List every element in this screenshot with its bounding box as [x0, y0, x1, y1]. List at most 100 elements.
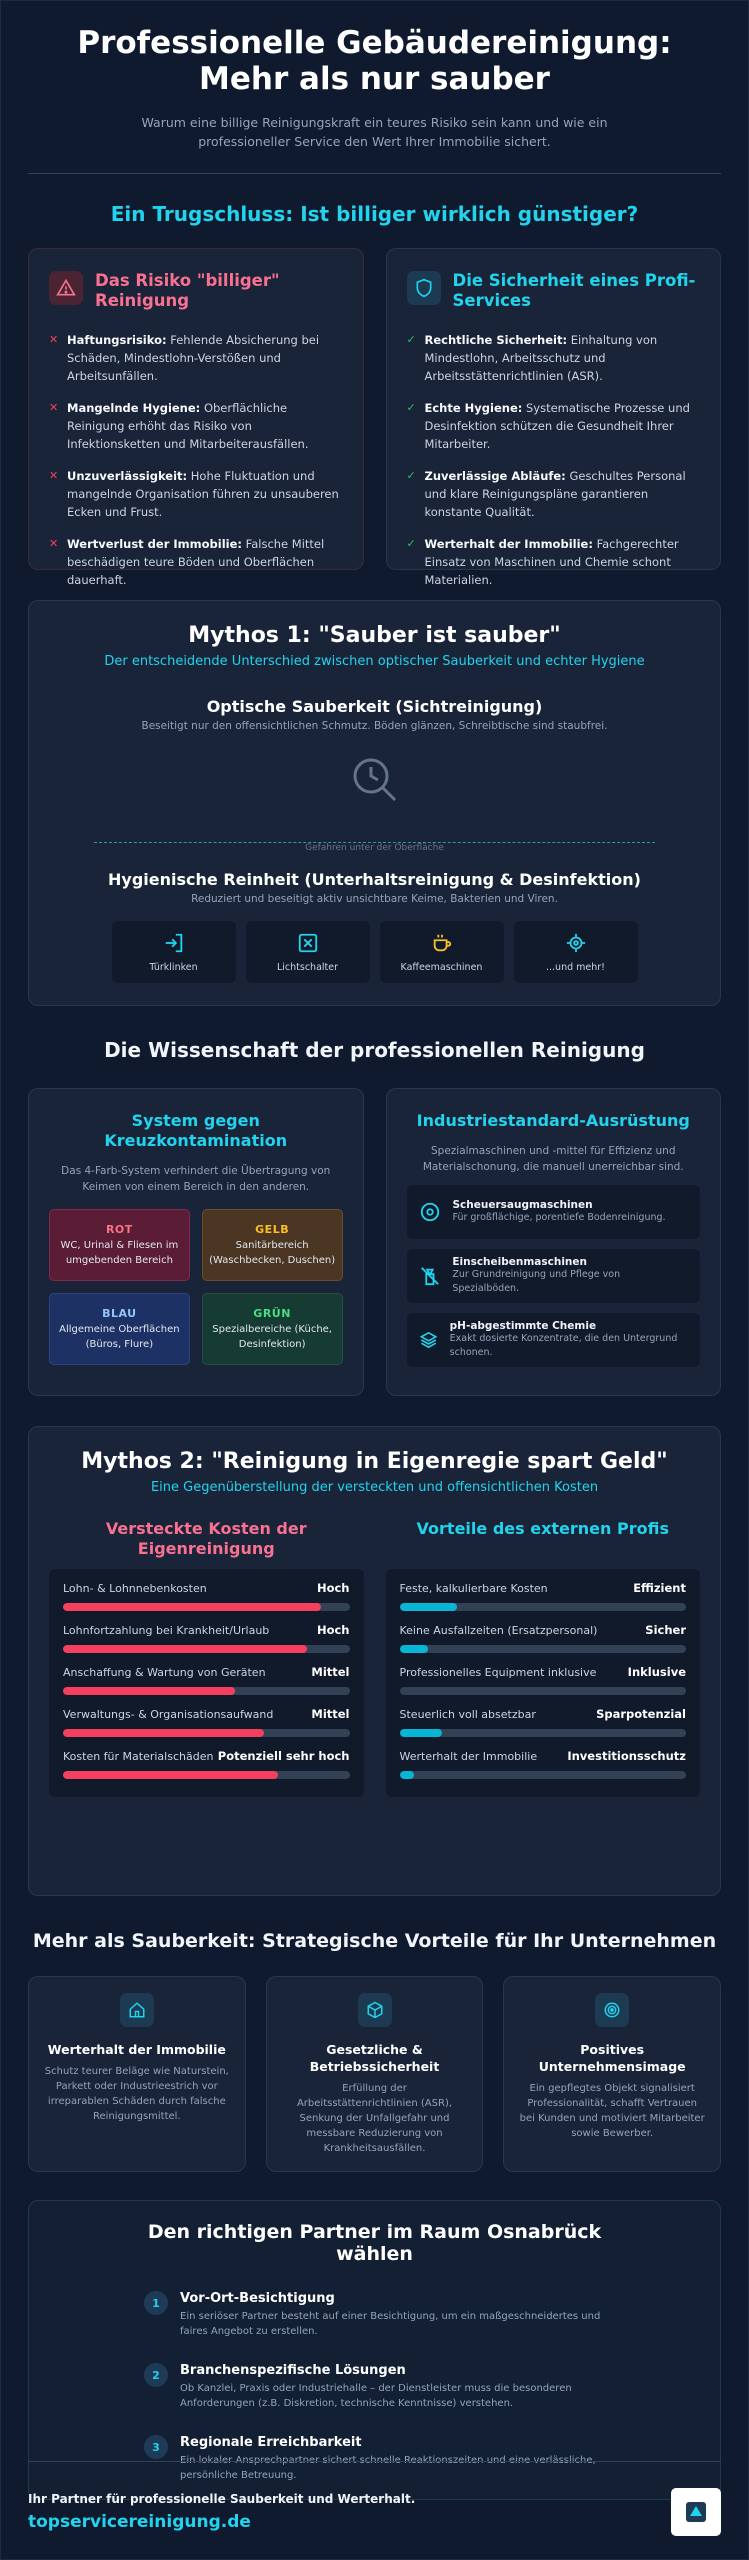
equipment-item: Einscheibenmaschinen Zur Grundreinigung u…	[406, 1249, 700, 1303]
optical-title: Optische Sauberkeit (Sichtreinigung)	[206, 697, 543, 716]
hero: Professionelle Gebäudereinigung: Mehr al…	[28, 1, 721, 151]
external-benefits: Vorteile des externen Profis Feste, kalk…	[385, 1519, 700, 1797]
risk-list: ✕ Haftungsrisiko: Fehlende Absicherung be…	[49, 331, 343, 589]
divider	[28, 173, 721, 174]
tile-more: ...und mehr!	[513, 921, 638, 983]
equipment-item: Scheuersaugmaschinen Für großflächige, po…	[406, 1185, 700, 1239]
bar-label: Anschaffung & Wartung von Geräten	[63, 1666, 266, 1679]
strategic-card: Werterhalt der Immobilie Schutz teurer B…	[28, 1976, 246, 2172]
bar-item: Anschaffung & Wartung von Geräten Mittel	[63, 1665, 350, 1695]
cross-icon: ✕	[49, 333, 59, 346]
footer: Ihr Partner für professionelle Sauberkei…	[28, 2461, 721, 2536]
bar-item: Feste, kalkulierbare Kosten Effizient	[399, 1581, 686, 1611]
spray-icon	[420, 1267, 439, 1286]
list-item: ✕ Haftungsrisiko: Fehlende Absicherung be…	[49, 333, 320, 383]
list-item: ✕ Mangelnde Hygiene: Oberflächliche Reini…	[49, 401, 309, 451]
bar-label: Kosten für Materialschäden	[63, 1750, 214, 1763]
list-item: ✕ Wertverlust der Immobilie: Falsche Mitt…	[49, 537, 325, 587]
step-item: 2 Branchenspezifische Lösungen Ob Kanzlei…	[144, 2363, 605, 2411]
bar-label: Feste, kalkulierbare Kosten	[399, 1582, 548, 1595]
company-logo	[671, 2488, 721, 2536]
check-icon: ✓	[406, 537, 416, 550]
list-item: ✓ Echte Hygiene: Systematische Prozesse u…	[406, 401, 690, 451]
external-benefits-bars: Feste, kalkulierbare Kosten Effizient Kein…	[385, 1569, 700, 1797]
myth2-card: Mythos 2: "Reinigung in Eigenregie spart…	[28, 1426, 721, 1896]
bar-label: Lohnfortzahlung bei Krankheit/Urlaub	[63, 1624, 270, 1637]
bar-value: Mittel	[311, 1707, 350, 1721]
bar-fill	[63, 1771, 278, 1779]
bar-value: Hoch	[316, 1581, 350, 1595]
partner-card: Den richtigen Partner im Raum Osnabrück …	[28, 2200, 721, 2500]
bar-item: Lohnfortzahlung bei Krankheit/Urlaub Hoch	[63, 1623, 350, 1653]
equipment-card: Industriestandard-Ausrüstung Spezialmasc…	[385, 1088, 721, 1396]
myth2-title: Mythos 2: "Reinigung in Eigenregie spart…	[81, 1449, 668, 1474]
external-benefits-title: Vorteile des externen Profis	[416, 1519, 669, 1538]
partner-title: Den richtigen Partner im Raum Osnabrück …	[147, 2221, 602, 2265]
bar-value: Hoch	[316, 1623, 350, 1637]
door-handle-icon	[165, 933, 182, 952]
bar-value: Potenziell sehr hoch	[217, 1749, 350, 1763]
list-item: ✓ Werterhalt der Immobilie: Fachgerechter…	[406, 537, 679, 587]
bar-item: Verwaltungs- & Organisationsaufwand Mitte…	[63, 1707, 350, 1737]
bar-item: Kosten für Materialschäden Potenziell seh…	[63, 1749, 350, 1779]
footer-tagline: Ihr Partner für professionelle Sauberkei…	[28, 2492, 416, 2506]
bar-track	[399, 1729, 686, 1737]
bar-item: Keine Ausfallzeiten (Ersatzpersonal) Sich…	[399, 1623, 686, 1653]
bar-item: Steuerlich voll absetzbar Sparpotenzial	[399, 1707, 686, 1737]
germ-tiles: Türklinken Lichtschalter Kaffeemaschinen…	[49, 921, 700, 983]
bar-label: Professionelles Equipment inklusive	[399, 1666, 597, 1679]
myth1-title: Mythos 1: "Sauber ist sauber"	[188, 623, 561, 648]
myth1-subtitle: Der entscheidende Unterschied zwischen o…	[104, 654, 645, 669]
bar-fill	[63, 1687, 235, 1695]
hygiene-text: Reduziert und beseitigt aktiv unsichtbar…	[191, 893, 558, 905]
bar-label: Verwaltungs- & Organisationsaufwand	[63, 1708, 274, 1721]
hygiene-title: Hygienische Reinheit (Unterhaltsreinigun…	[108, 870, 641, 889]
bar-item: Professionelles Equipment inklusive Inklu…	[399, 1665, 686, 1695]
list-item: ✓ Zuverlässige Abläufe: Geschultes Person…	[406, 469, 686, 519]
bar-track	[63, 1729, 350, 1737]
hidden-costs-bars: Lohn- & Lohnnebenkosten Hoch Lohnfortzahlu…	[49, 1569, 364, 1797]
tile-light-switch: Lichtschalter	[245, 921, 370, 983]
bar-fill	[63, 1729, 264, 1737]
footer-url[interactable]: topservicereinigung.de	[28, 2512, 251, 2532]
disc-icon	[420, 1202, 439, 1222]
strategic-title: Mehr als Sauberkeit: Strategische Vortei…	[32, 1930, 717, 1952]
risk-card: Das Risiko "billiger" Reinigung ✕ Haftung…	[28, 248, 364, 587]
bar-label: Steuerlich voll absetzbar	[399, 1708, 536, 1721]
cross-text: Das 4-Farb-System verhindert die Übertra…	[61, 1165, 331, 1193]
equipment-text: Spezialmaschinen und -mittel für Effizie…	[422, 1145, 684, 1173]
safety-title: Die Sicherheit eines Profi-Services	[452, 271, 696, 310]
color-green: GRÜN Spezialbereiche (Küche, Desinfektion…	[201, 1293, 343, 1365]
color-system: ROT WC, Urinal & Fliesen im umgebenden Be…	[49, 1209, 343, 1365]
list-item: ✕ Unzuverlässigkeit: Hohe Fluktuation und…	[49, 469, 339, 519]
bar-fill	[399, 1771, 414, 1779]
light-switch-icon	[298, 933, 317, 952]
risk-title: Das Risiko "billiger" Reinigung	[95, 271, 280, 310]
bar-value: Effizient	[633, 1581, 686, 1595]
layers-icon	[419, 1331, 437, 1349]
check-icon: ✓	[406, 333, 416, 346]
strategic-card: Gesetzliche & Betriebssicherheit Erfüllu…	[265, 1976, 484, 2172]
bar-fill	[399, 1729, 443, 1737]
strategic-card: Positives Unternehmensimage Ein gepflegt…	[503, 1976, 722, 2172]
bar-label: Lohn- & Lohnnebenkosten	[63, 1582, 207, 1595]
bar-label: Werterhalt der Immobilie	[399, 1750, 538, 1763]
surface-divider: Gefahren unter der Oberfläche	[94, 836, 655, 853]
bar-track	[399, 1687, 686, 1695]
step-item: 1 Vor-Ort-Besichtigung Ein seriöser Partn…	[144, 2291, 605, 2339]
shield-icon	[406, 271, 441, 305]
color-red: ROT WC, Urinal & Fliesen im umgebenden Be…	[49, 1209, 190, 1281]
science-row: System gegen Kreuzkontamination Das 4-Fa…	[28, 1088, 721, 1396]
page-title: Professionelle Gebäudereinigung: Mehr al…	[77, 25, 672, 97]
bar-fill	[63, 1603, 321, 1611]
bar-track	[399, 1603, 686, 1611]
page-subtitle: Warum eine billige Reinigungskraft ein t…	[141, 115, 608, 149]
bar-item: Werterhalt der Immobilie Investitionsschu…	[399, 1749, 686, 1779]
bar-value: Sparpotenzial	[596, 1707, 686, 1721]
bar-item: Lohn- & Lohnnebenkosten Hoch	[63, 1581, 350, 1611]
cross-icon: ✕	[49, 469, 59, 482]
safety-card: Die Sicherheit eines Profi-Services ✓ Rec…	[385, 248, 721, 587]
hidden-costs: Versteckte Kosten der Eigenreinigung Loh…	[49, 1519, 364, 1797]
comparison-row: Das Risiko "billiger" Reinigung ✕ Haftung…	[28, 248, 721, 587]
